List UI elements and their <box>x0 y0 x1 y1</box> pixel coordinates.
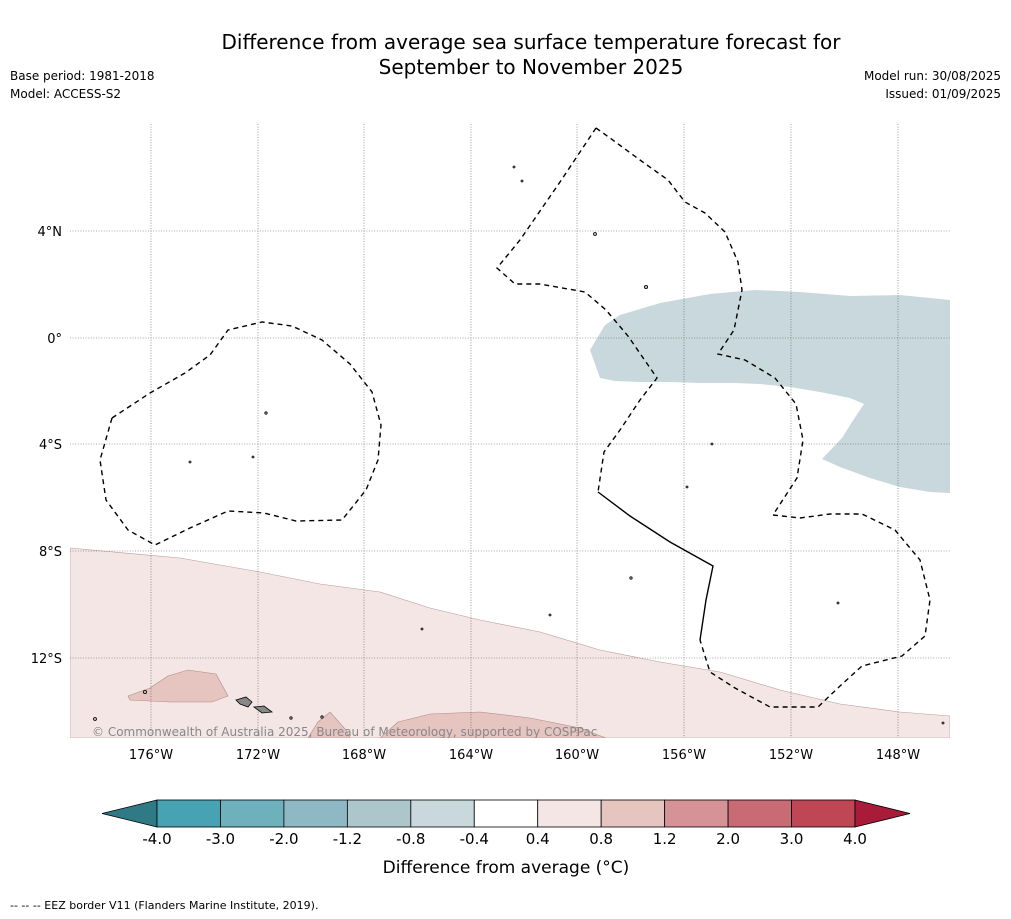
copyright-text: © Commonwealth of Australia 2025, Bureau… <box>92 725 597 739</box>
colorbar-tick-label: 0.8 <box>589 830 613 848</box>
island-samoa-2 <box>252 705 274 714</box>
lon-label: 152°W <box>769 748 813 763</box>
colorbar-box <box>727 799 792 828</box>
colorbar-tick-label: -3.0 <box>206 830 235 848</box>
island <box>629 576 633 580</box>
colorbar-tick-label: 3.0 <box>780 830 804 848</box>
colorbar-tick-label: -4.0 <box>142 830 171 848</box>
island <box>593 232 597 236</box>
eez-border-solid <box>597 491 714 641</box>
island <box>836 601 840 605</box>
latitude-labels: 4°N 0° 4°S 8°S 12°S <box>31 225 62 667</box>
island <box>685 485 689 489</box>
island <box>142 690 147 695</box>
lat-label: 0° <box>47 332 62 347</box>
island <box>520 179 524 183</box>
island <box>710 442 714 446</box>
lat-label: 8°S <box>39 545 62 560</box>
colorbar-tick-label: 2.0 <box>716 830 740 848</box>
colorbar-box <box>791 799 856 828</box>
islands <box>93 165 945 725</box>
island <box>93 717 97 721</box>
island-samoa-1 <box>235 696 253 708</box>
title-line-1: Difference from average sea surface temp… <box>221 30 841 54</box>
eez-borders <box>99 127 931 708</box>
island <box>289 716 293 720</box>
eez-border-east <box>699 513 931 708</box>
anomaly-region-warm-mid <box>127 669 229 703</box>
colorbar-label: Difference from average (°C) <box>383 858 630 878</box>
colorbar-box <box>537 799 602 828</box>
lon-label: 148°W <box>876 748 920 763</box>
colorbar-tick-label: 0.4 <box>526 830 550 848</box>
longitude-labels: 176°W 172°W 168°W 164°W 160°W 156°W 152°… <box>129 748 920 763</box>
colorbar-under-arrow <box>101 799 158 828</box>
lat-label: 4°S <box>39 438 62 453</box>
meta-left: Base period: 1981-2018 Model: ACCESS-S2 <box>10 67 155 103</box>
title-line-2: September to November 2025 <box>378 55 684 79</box>
colorbar-tick-label: -1.2 <box>333 830 362 848</box>
colorbar-box <box>664 799 729 828</box>
colorbar-tick-label: -0.8 <box>396 830 425 848</box>
colorbar-box <box>283 799 348 828</box>
eez-border-north <box>595 127 804 516</box>
anomaly-region-warm-mid-2 <box>307 711 351 738</box>
lon-label: 172°W <box>236 748 280 763</box>
island <box>188 460 192 464</box>
issued-date: Issued: 01/09/2025 <box>885 87 1001 101</box>
colorbar-box <box>473 799 539 828</box>
island <box>264 411 268 415</box>
colorbar-tick-label: 4.0 <box>843 830 867 848</box>
colorbar-boxes <box>101 799 911 828</box>
lon-label: 160°W <box>555 748 599 763</box>
eez-border-central <box>496 127 658 493</box>
eez-legend-note: -- -- -- EEZ border V11 (Flanders Marine… <box>10 899 319 912</box>
anomaly-region-cool <box>590 290 950 493</box>
anomaly-region-warm-light <box>70 547 950 738</box>
island <box>251 455 255 459</box>
map-title: Difference from average sea surface temp… <box>0 30 1011 80</box>
island <box>320 715 324 719</box>
model-name: Model: ACCESS-S2 <box>10 87 122 101</box>
lon-label: 168°W <box>342 748 386 763</box>
colorbar-box <box>156 799 221 828</box>
colorbar-box <box>410 799 475 828</box>
colorbar-tick-label: 1.2 <box>653 830 677 848</box>
colorbar-box <box>346 799 412 828</box>
island <box>941 721 945 725</box>
colorbar-box <box>600 799 666 828</box>
colorbar-tick-label: -2.0 <box>269 830 298 848</box>
island <box>644 284 649 289</box>
colorbar-tick-labels: -4.0 -3.0 -2.0 -1.2 -0.8 -0.4 0.4 0.8 1.2 2.0 3.0 4… <box>142 830 867 848</box>
anomaly-region-warm-mid-3 <box>379 711 607 738</box>
lon-label: 176°W <box>129 748 173 763</box>
graticule <box>70 124 950 738</box>
island <box>548 613 552 617</box>
colorbar: -4.0 -3.0 -2.0 -1.2 -0.8 -0.4 0.4 0.8 1.2 2.0 3.0 4… <box>101 799 911 878</box>
colorbar-tick-label: -0.4 <box>460 830 489 848</box>
lat-label: 4°N <box>38 225 63 240</box>
island <box>420 627 424 631</box>
lon-label: 164°W <box>449 748 493 763</box>
base-period: Base period: 1981-2018 <box>10 69 155 83</box>
meta-right: Model run: 30/08/2025 Issued: 01/09/2025 <box>864 67 1001 103</box>
lat-label: 12°S <box>31 652 62 667</box>
island <box>512 165 516 169</box>
lon-label: 156°W <box>662 748 706 763</box>
model-run: Model run: 30/08/2025 <box>863 69 1001 83</box>
map-area: © Commonwealth of Australia 2025, Bureau… <box>70 124 950 739</box>
colorbar-box <box>220 799 285 828</box>
colorbar-over-arrow <box>854 799 911 828</box>
eez-border-west <box>99 321 382 546</box>
